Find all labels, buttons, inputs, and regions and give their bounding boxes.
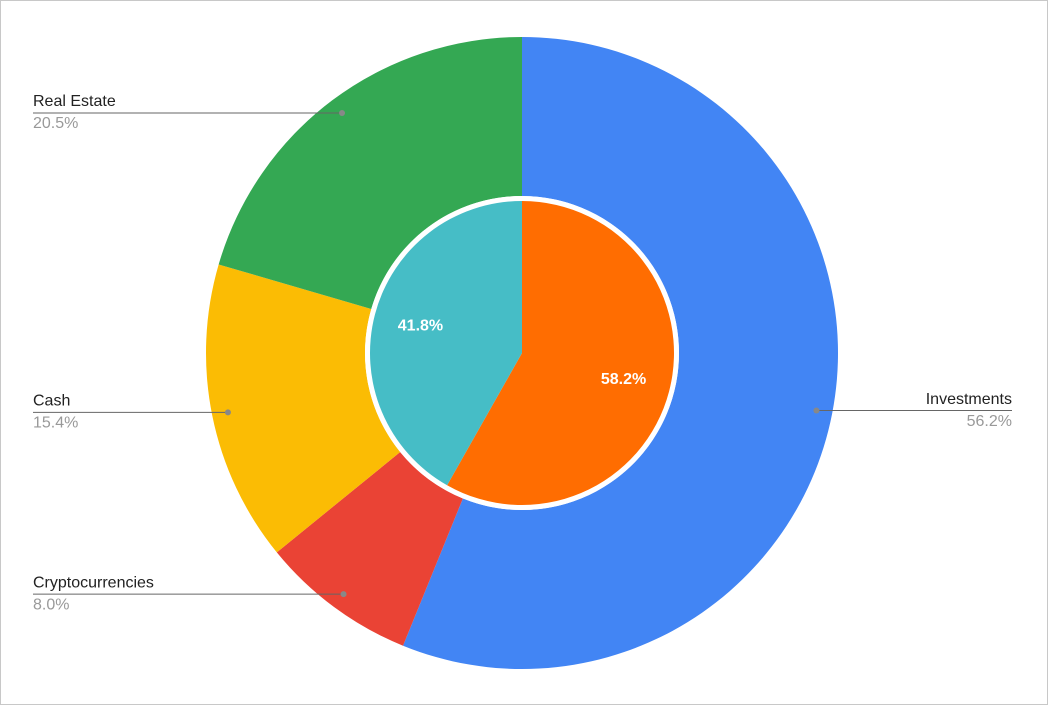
slice-value-label: 8.0% bbox=[33, 596, 69, 613]
ring-slice bbox=[403, 37, 839, 669]
pie-value-label: 41.8% bbox=[398, 317, 443, 334]
leader-dot bbox=[224, 409, 231, 416]
ring-slice bbox=[218, 37, 522, 310]
slice-value-label: 15.4% bbox=[33, 415, 78, 432]
slice-value-label: 20.5% bbox=[33, 115, 78, 132]
leader-dot bbox=[339, 109, 346, 116]
slice-label: Cash bbox=[33, 393, 70, 410]
slice-label: Cryptocurrencies bbox=[33, 574, 154, 591]
leader-dot bbox=[340, 591, 347, 598]
leader-dot bbox=[813, 407, 820, 414]
slice-label: Investments bbox=[926, 391, 1012, 408]
pie-value-label: 58.2% bbox=[601, 371, 646, 388]
ring-slice bbox=[206, 264, 401, 553]
pie-slice bbox=[370, 201, 522, 486]
pie-slice bbox=[447, 201, 674, 505]
ring-slice bbox=[276, 452, 463, 646]
slice-value-label: 56.2% bbox=[967, 413, 1012, 430]
slice-label: Real Estate bbox=[33, 93, 116, 110]
